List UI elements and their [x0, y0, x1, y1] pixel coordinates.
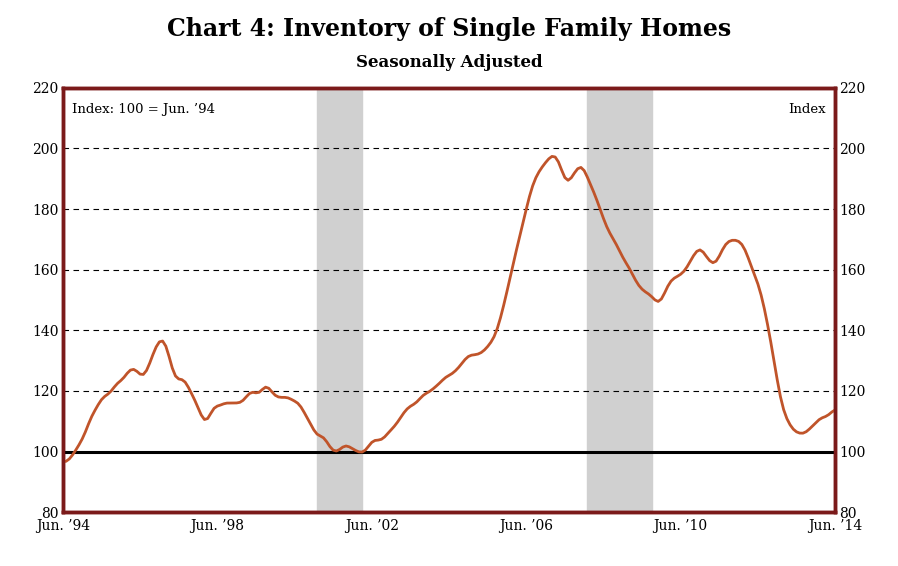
Text: Index: 100 = Jun. ’94: Index: 100 = Jun. ’94 [72, 102, 216, 115]
Text: Chart 4: Inventory of Single Family Homes: Chart 4: Inventory of Single Family Home… [167, 17, 731, 41]
Bar [317, 88, 362, 512]
Text: Seasonally Adjusted: Seasonally Adjusted [356, 54, 542, 71]
Bar [587, 88, 652, 512]
Text: Index: Index [788, 102, 826, 115]
